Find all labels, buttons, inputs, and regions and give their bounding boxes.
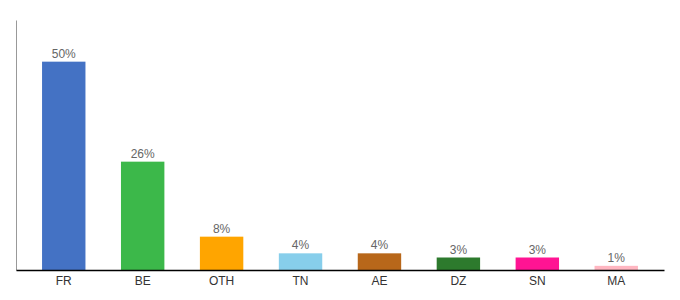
x-tick-label: FR bbox=[56, 274, 72, 288]
data-label: 4% bbox=[292, 238, 310, 252]
bar bbox=[279, 253, 322, 270]
x-tick-label: AE bbox=[371, 274, 387, 288]
chart: FR BE OTH TN AE DZ SN MA 50% 26% 8% 4% 4% 3% 3% 1% bbox=[0, 0, 680, 300]
bar bbox=[516, 258, 559, 271]
bar bbox=[595, 266, 638, 270]
bar bbox=[437, 258, 480, 271]
x-tick: MA bbox=[607, 270, 625, 288]
x-axis: FR BE OTH TN AE DZ SN MA bbox=[17, 270, 665, 288]
x-tick: SN bbox=[529, 270, 546, 288]
x-tick-label: BE bbox=[135, 274, 151, 288]
y-axis-line bbox=[16, 21, 17, 271]
x-tick: FR bbox=[56, 270, 72, 288]
data-label: 4% bbox=[371, 238, 389, 252]
x-tick: OTH bbox=[209, 270, 234, 288]
bar bbox=[200, 237, 243, 270]
bar bbox=[358, 253, 401, 270]
data-label: 26% bbox=[131, 147, 155, 161]
x-axis-line bbox=[17, 270, 665, 272]
data-label: 8% bbox=[213, 222, 231, 236]
x-tick-label: MA bbox=[607, 274, 625, 288]
bars bbox=[42, 62, 638, 270]
y-axis bbox=[16, 21, 17, 271]
bar bbox=[121, 162, 164, 270]
plot: FR BE OTH TN AE DZ SN MA 50% 26% 8% 4% 4% 3% 3% 1% bbox=[17, 21, 665, 288]
x-tick-label: DZ bbox=[450, 274, 466, 288]
bar bbox=[42, 62, 85, 270]
x-tick-label: TN bbox=[293, 274, 309, 288]
data-labels: 50% 26% 8% 4% 4% 3% 3% 1% bbox=[52, 47, 626, 265]
data-label: 50% bbox=[52, 47, 76, 61]
x-tick: AE bbox=[371, 270, 387, 288]
x-tick: DZ bbox=[450, 270, 466, 288]
x-tick-label: OTH bbox=[209, 274, 234, 288]
data-label: 1% bbox=[608, 251, 626, 265]
x-tick-label: SN bbox=[529, 274, 546, 288]
data-label: 3% bbox=[529, 243, 547, 257]
x-tick: TN bbox=[293, 270, 309, 288]
data-label: 3% bbox=[450, 243, 468, 257]
x-tick: BE bbox=[135, 270, 151, 288]
